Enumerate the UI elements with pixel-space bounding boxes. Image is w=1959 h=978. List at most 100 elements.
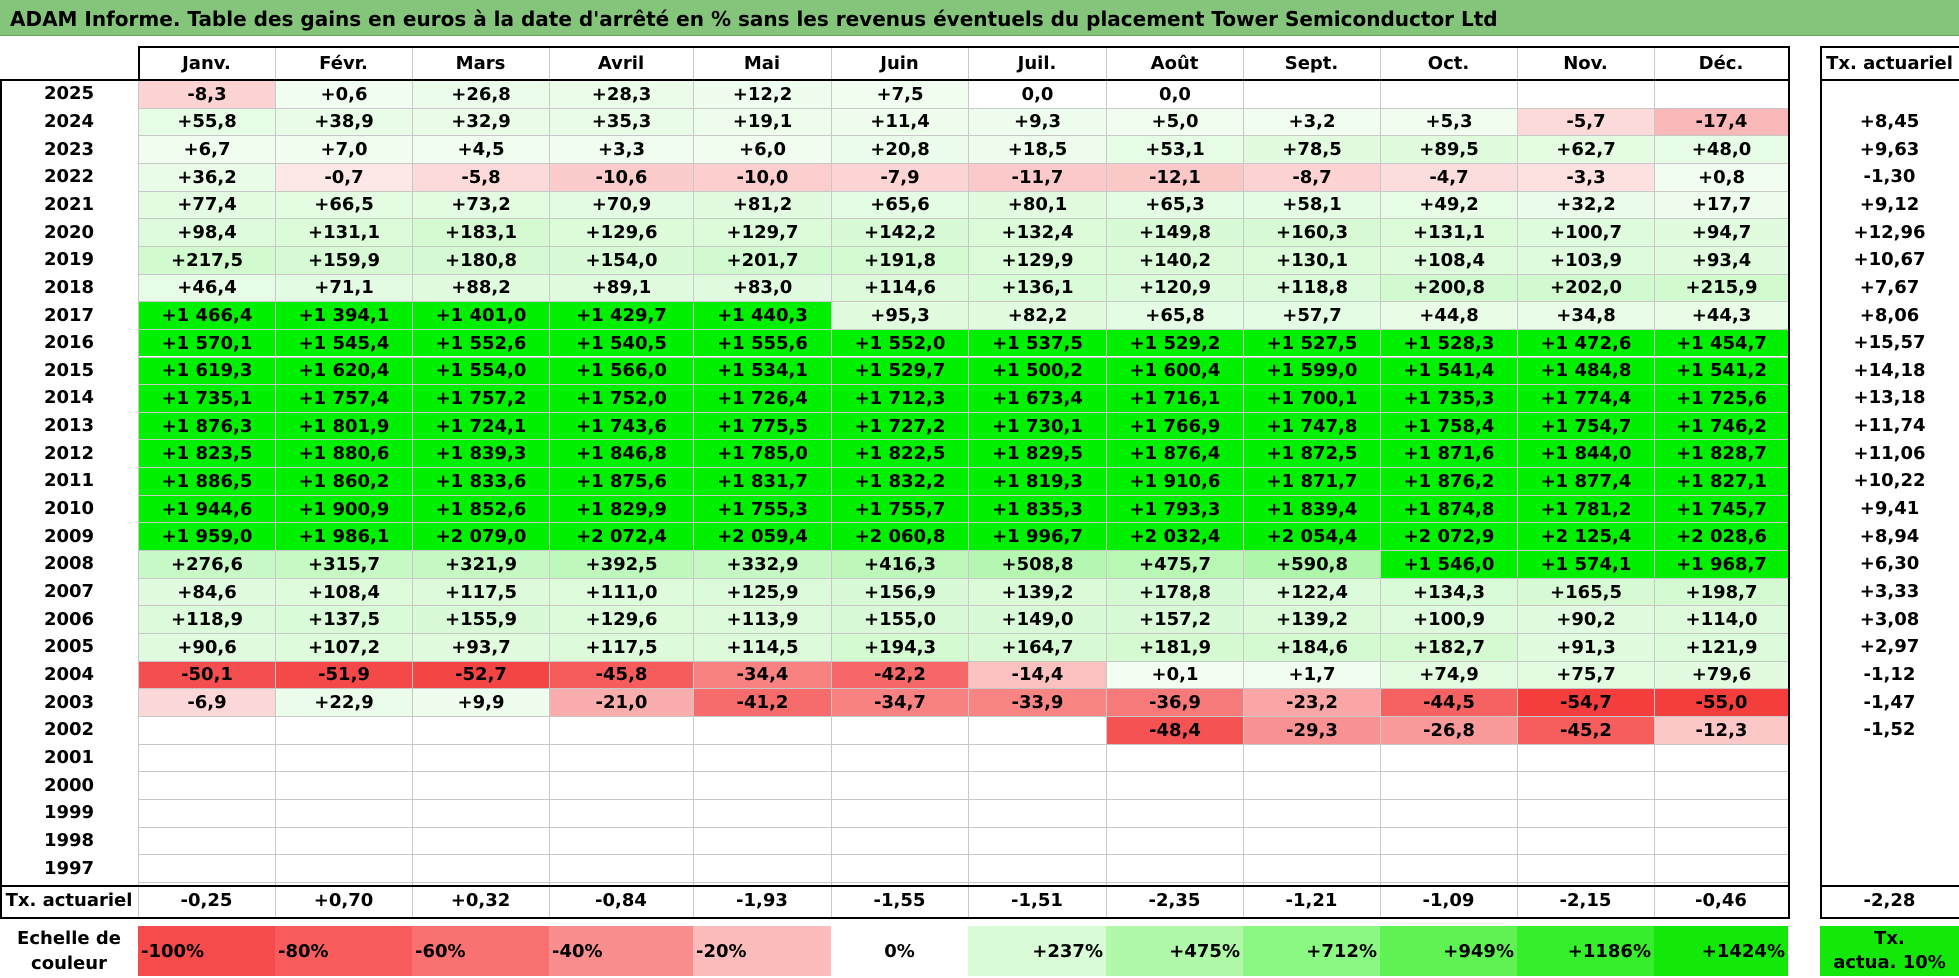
cell-2018-mars: +88,2 [413,274,549,302]
row-year-2025: 2025 [43,83,95,105]
row-year-2000: 2000 [43,774,95,796]
scale-step-60: -60% [412,926,549,976]
rate-box-bottom [1820,916,1959,919]
title-bar: ADAM Informe. Table des gains en euros à… [0,0,1959,36]
cell-2011-janv: +1 886,5 [139,468,275,495]
rate-2014: +13,18 [1853,387,1926,409]
rate-2010: +9,41 [1859,498,1920,520]
cell-2024-nov: -5,7 [1518,108,1654,136]
row-gridline [138,688,1788,690]
cell-2000-f-vr [276,772,412,799]
footer-rate-oct: -1,09 [1422,890,1475,912]
cell-2003-oct: -44,5 [1381,689,1517,716]
cell-2013-d-c: +1 746,2 [1655,412,1788,440]
row-year-2024: 2024 [43,110,95,132]
cell-1997-nov [1518,855,1654,882]
column-gridline [1106,46,1107,917]
cell-2008-oct: +1 546,0 [1381,551,1517,578]
row-gridline [138,411,1788,413]
cell-2018-juin: +114,6 [832,274,968,302]
cell-2012-nov: +1 844,0 [1518,440,1654,468]
scale-step-0: 0% [831,926,968,976]
row-gridline [138,494,1788,496]
rate-2003: -1,47 [1863,691,1916,713]
scale-step-475: +475% [1106,926,1243,976]
cell-1999-mai [694,799,831,827]
cell-2025-d-c [1655,81,1788,108]
cell-2012-sept: +1 872,5 [1244,440,1380,468]
cell-2011-mars: +1 833,6 [413,468,549,495]
cell-2015-avril: +1 566,0 [550,357,693,385]
column-gridline [831,46,832,917]
cell-2014-janv: +1 735,1 [139,385,275,412]
cell-1997-avril [550,855,693,882]
cell-2017-avril: +1 429,7 [550,302,693,329]
cell-2022-d-c: +0,8 [1655,163,1788,191]
cell-2013-oct: +1 758,4 [1381,412,1517,440]
cell-2023-f-vr: +7,0 [276,136,412,163]
row-year-2008: 2008 [43,553,95,575]
cell-2001-avril [550,744,693,772]
rate-2000 [1820,771,1959,799]
cell-2015-mars: +1 554,0 [413,357,549,385]
cell-2009-oct: +2 072,9 [1381,523,1517,551]
header-oct: Oct. [1427,52,1470,74]
cell-2016-janv: +1 570,1 [139,329,275,357]
row-gridline [138,384,1788,386]
row-year-2003: 2003 [43,691,95,713]
footer-rate-total: -2,28 [1863,890,1916,912]
cell-2015-nov: +1 484,8 [1518,357,1654,385]
cell-2012-mars: +1 839,3 [413,440,549,468]
cell-2023-ao-t: +53,1 [1107,136,1243,163]
rate-2022: -1,30 [1863,166,1916,188]
cell-2011-sept: +1 871,7 [1244,468,1380,495]
cell-2007-juil: +139,2 [969,578,1106,606]
cell-2004-janv: -50,1 [139,661,275,689]
rate-2016: +15,57 [1853,332,1926,354]
column-gridline [1517,46,1518,917]
row-gridline [138,633,1788,634]
cell-2004-juil: -14,4 [969,661,1106,689]
rate-2011: +10,22 [1853,470,1926,492]
cell-2000-mai [694,772,831,799]
cell-2015-d-c: +1 541,2 [1655,357,1788,385]
cell-2011-mai: +1 831,7 [694,468,831,495]
cell-2020-oct: +131,1 [1381,219,1517,246]
cell-2025-oct [1381,81,1517,108]
cell-2007-f-vr: +108,4 [276,578,412,606]
cell-2022-oct: -4,7 [1381,163,1517,191]
rate-2001 [1820,744,1959,772]
row-gridline [138,218,1788,220]
rate-2007: +3,33 [1859,581,1920,602]
rate-2015: +14,18 [1853,359,1926,381]
cell-2019-ao-t: +140,2 [1107,246,1243,274]
row-year-2011: 2011 [43,470,95,492]
row-gridline [138,162,1788,164]
cell-1997-juin [832,855,968,882]
cell-2020-juil: +132,4 [969,219,1106,246]
cell-2005-mars: +93,7 [413,634,549,661]
cell-2008-d-c: +1 968,7 [1655,551,1788,578]
cell-2015-ao-t: +1 600,4 [1107,357,1243,385]
cell-2020-juin: +142,2 [832,219,968,246]
cell-2020-avril: +129,6 [550,219,693,246]
header-d-c: Déc. [1698,52,1744,74]
cell-2003-mars: +9,9 [413,689,549,716]
footer-label: Tx. actuariel [5,890,133,912]
cell-2009-juil: +1 996,7 [969,523,1106,551]
row-gridline [138,328,1788,330]
scale-step-40: -40% [549,926,693,976]
row-gridline [138,301,1788,303]
footer-top-border [0,884,1790,887]
cell-2024-ao-t: +5,0 [1107,108,1243,136]
cell-2013-mai: +1 775,5 [694,412,831,440]
cell-2009-sept: +2 054,4 [1244,523,1380,551]
cell-2009-nov: +2 125,4 [1518,523,1654,551]
cell-2014-mars: +1 757,2 [413,385,549,412]
cell-2014-avril: +1 752,0 [550,385,693,412]
cell-2010-ao-t: +1 793,3 [1107,495,1243,523]
cell-2012-oct: +1 871,6 [1381,440,1517,468]
cell-2017-ao-t: +65,8 [1107,302,1243,329]
header-ao-t: Août [1150,52,1199,74]
scale-label-line2: couleur [31,953,107,974]
